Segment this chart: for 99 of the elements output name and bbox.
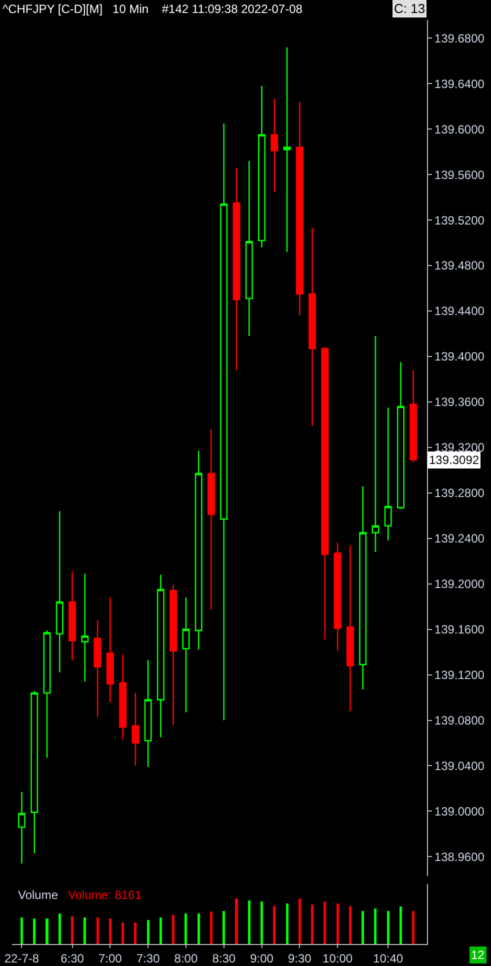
bar bbox=[222, 910, 226, 944]
y-tick-label: 139.5200 bbox=[434, 213, 485, 228]
candlestick bbox=[321, 346, 329, 640]
candlestick bbox=[396, 362, 404, 510]
bar bbox=[286, 904, 288, 944]
bar bbox=[134, 922, 137, 944]
y-tick-label: 139.4000 bbox=[434, 350, 485, 364]
candlestick bbox=[384, 406, 392, 542]
candlestick bbox=[132, 692, 140, 766]
bar bbox=[20, 918, 23, 944]
candlestick bbox=[334, 542, 342, 652]
candlestick bbox=[372, 335, 380, 553]
bar bbox=[108, 918, 112, 944]
x-tick-label: 8:00 bbox=[174, 951, 198, 966]
candlestick bbox=[207, 428, 215, 611]
x-tick-label: 8:30 bbox=[212, 951, 236, 966]
candlestick bbox=[410, 369, 418, 463]
x-tick-label: 7:00 bbox=[98, 951, 122, 966]
y-tick-label: 139.0400 bbox=[434, 758, 485, 773]
bar bbox=[235, 898, 238, 944]
candlestick bbox=[194, 450, 202, 650]
y-tick-label: 139.1600 bbox=[434, 622, 485, 637]
bar bbox=[159, 918, 162, 944]
x-tick-label: 9:00 bbox=[250, 951, 274, 966]
y-tick-label: 139.0800 bbox=[434, 713, 485, 728]
candlestick bbox=[94, 620, 102, 718]
bar bbox=[348, 906, 352, 944]
bar bbox=[324, 902, 326, 944]
bar bbox=[33, 918, 36, 944]
bar bbox=[386, 910, 390, 944]
bar bbox=[71, 916, 74, 944]
x-tick-label: 10:40 bbox=[373, 951, 404, 966]
candlestick bbox=[232, 167, 240, 371]
candlestick bbox=[30, 690, 38, 854]
candlestick bbox=[144, 659, 152, 768]
bar bbox=[146, 920, 150, 944]
bar bbox=[260, 902, 264, 944]
y-tick-label: 139.2800 bbox=[434, 486, 485, 500]
candlestick bbox=[220, 122, 228, 721]
bar bbox=[46, 918, 48, 944]
annotation: Volume: 8161 bbox=[68, 888, 142, 902]
y-tick-label: 139.0000 bbox=[434, 804, 485, 818]
x-tick-label: 6:30 bbox=[60, 951, 84, 966]
candlestick bbox=[81, 572, 89, 682]
candlestick bbox=[245, 160, 253, 337]
bar bbox=[399, 906, 402, 944]
candlestick bbox=[170, 584, 178, 726]
candlestick bbox=[156, 574, 164, 738]
x-tick-label: 7:30 bbox=[136, 951, 160, 966]
y-tick-label: 139.2000 bbox=[434, 577, 485, 592]
x-tick-label: 10:00 bbox=[322, 951, 353, 966]
y-tick-label: 139.4800 bbox=[434, 258, 485, 273]
candlestick bbox=[106, 596, 114, 703]
bar bbox=[248, 900, 250, 944]
chart-title: ^CHFJPY [C-D][M] 10 Min #142 11:09:38 2022-07-08 bbox=[2, 2, 303, 16]
bar bbox=[84, 918, 86, 944]
y-tick-label: 139.3600 bbox=[434, 395, 485, 410]
bar bbox=[298, 898, 301, 944]
bar bbox=[374, 908, 377, 944]
bar bbox=[122, 922, 124, 944]
y-tick-label: 139.6800 bbox=[434, 31, 485, 46]
text: 139.3092 bbox=[429, 453, 480, 467]
text: 12 bbox=[471, 948, 485, 962]
x-tick-label: 22-7-8 bbox=[4, 951, 40, 966]
bar bbox=[336, 904, 339, 944]
candlestick bbox=[43, 630, 51, 758]
chart-title: Volume bbox=[18, 888, 58, 902]
candlestick bbox=[182, 596, 190, 713]
candlestick bbox=[258, 85, 266, 248]
bar bbox=[58, 914, 61, 944]
candlestick bbox=[68, 570, 76, 661]
y-tick-label: 139.6400 bbox=[434, 76, 485, 91]
candlestick bbox=[270, 98, 278, 192]
candlestick bbox=[119, 654, 127, 740]
text: C: 13 bbox=[394, 1, 426, 16]
bar bbox=[96, 918, 99, 944]
y-tick-label: 139.5600 bbox=[434, 168, 485, 182]
bar bbox=[311, 904, 314, 944]
candlestick bbox=[18, 791, 26, 864]
candlestick bbox=[346, 544, 354, 712]
y-tick-label: 139.4400 bbox=[434, 304, 485, 318]
candlestick bbox=[359, 485, 367, 690]
candlestick bbox=[283, 46, 291, 253]
x-tick-label: 9:30 bbox=[288, 951, 312, 966]
y-tick-label: 139.2400 bbox=[434, 532, 485, 546]
bar bbox=[184, 914, 188, 944]
bar bbox=[362, 910, 364, 944]
candlestick bbox=[296, 101, 304, 316]
bar bbox=[412, 910, 415, 944]
bar bbox=[197, 914, 200, 944]
y-tick-label: 139.3200 bbox=[434, 440, 485, 455]
candlestick bbox=[308, 227, 316, 426]
y-tick-label: 139.1200 bbox=[434, 668, 485, 682]
bar bbox=[210, 912, 212, 944]
bar bbox=[273, 906, 276, 944]
candlestick bbox=[56, 510, 64, 674]
y-tick-label: 138.9600 bbox=[434, 850, 485, 864]
y-tick-label: 139.6000 bbox=[434, 122, 485, 136]
bar bbox=[172, 914, 175, 944]
